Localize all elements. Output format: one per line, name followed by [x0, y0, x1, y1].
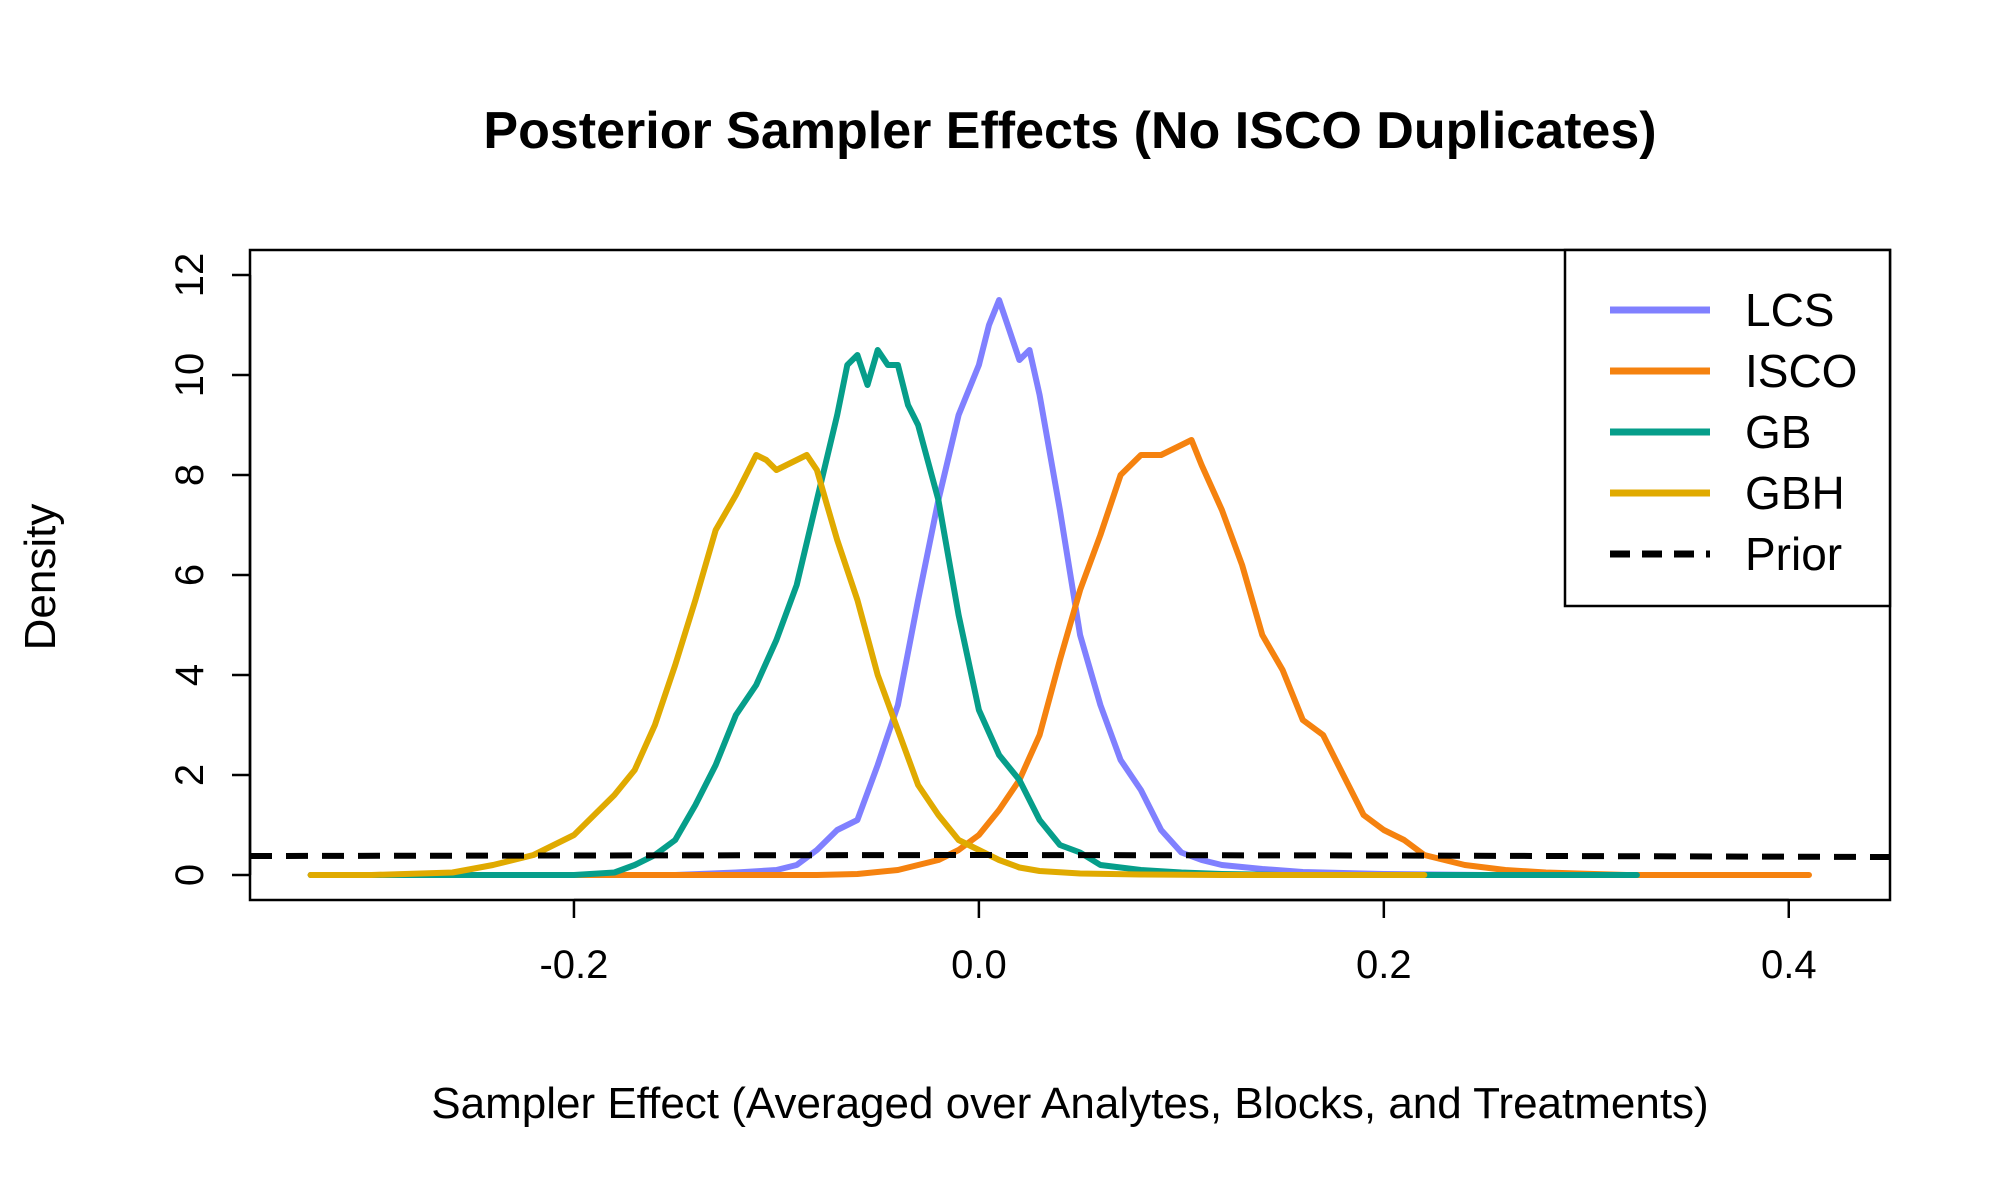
y-tick-label: 4	[168, 664, 212, 686]
y-tick-label: 0	[168, 864, 212, 886]
x-tick-label: 0.4	[1761, 943, 1817, 987]
legend-label-gbh: GBH	[1745, 467, 1845, 519]
y-axis-label: Density	[16, 504, 65, 651]
y-tick-label: 8	[168, 464, 212, 486]
series-line-lcs	[307, 297, 1650, 878]
x-axis: -0.2 0.0 0.2 0.4	[539, 898, 1817, 987]
legend-label-lcs: LCS	[1745, 284, 1834, 336]
legend-label-prior: Prior	[1745, 528, 1842, 580]
legend-label-gb: GB	[1745, 406, 1811, 458]
series-line-gb	[307, 347, 1640, 878]
y-tick-label: 10	[168, 353, 212, 398]
series-line-isco	[307, 437, 1812, 878]
legend: LCS ISCO GB GBH Prior	[1563, 248, 1892, 608]
series-line-gbh	[307, 452, 1428, 878]
legend-label-isco: ISCO	[1745, 345, 1857, 397]
y-tick-label: 2	[168, 764, 212, 786]
y-tick-label: 12	[168, 253, 212, 298]
series-layer	[249, 297, 1891, 878]
chart-title: Posterior Sampler Effects (No ISCO Dupli…	[483, 102, 1656, 160]
x-tick-label: 0.0	[951, 943, 1007, 987]
x-tick-label: 0.2	[1356, 943, 1412, 987]
x-axis-label: Sampler Effect (Averaged over Analytes, …	[431, 1079, 1708, 1128]
y-axis: 0 2 4 6 8 10 12	[168, 253, 252, 886]
x-tick-label: -0.2	[539, 943, 608, 987]
y-tick-label: 6	[168, 564, 212, 586]
series-line-prior	[249, 852, 1891, 860]
